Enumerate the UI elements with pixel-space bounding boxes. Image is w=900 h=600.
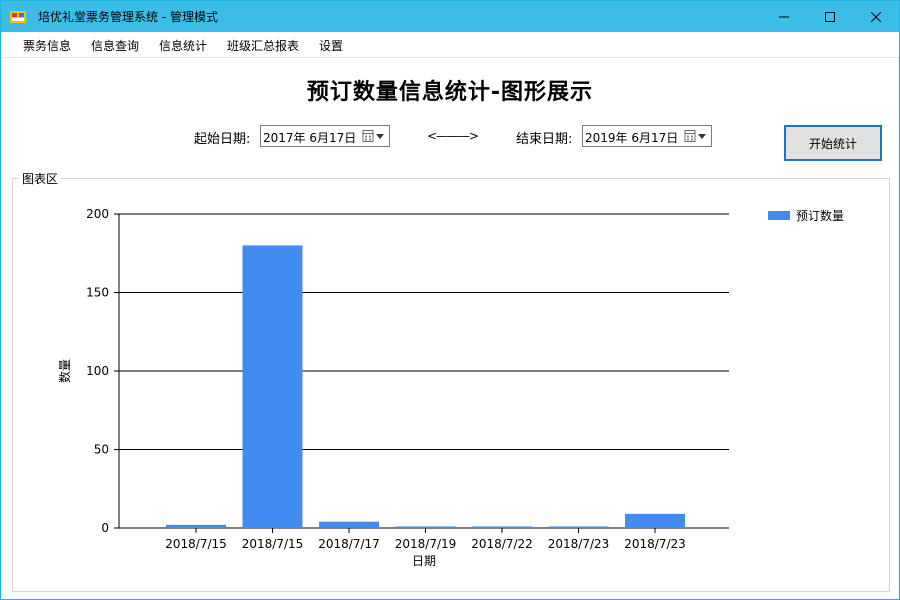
calendar-dropdown-icon[interactable]: [362, 129, 386, 144]
bar-5: [548, 526, 609, 528]
close-button[interactable]: [853, 1, 899, 32]
x-tick-label-5: 2018/7/23: [548, 537, 610, 551]
y-tick-label-0: 0: [101, 521, 109, 535]
app-icon: [10, 11, 26, 23]
menu-bar: 票务信息 信息查询 信息统计 班级汇总报表 设置: [1, 32, 899, 58]
start-date-label: 起始日期:: [194, 132, 251, 147]
bar-1: [242, 245, 303, 528]
maximize-button[interactable]: [807, 1, 853, 32]
x-tick-label-6: 2018/7/23: [624, 537, 686, 551]
maximize-icon: [825, 11, 835, 22]
page-title: 预订数量信息统计-图形展示: [306, 80, 594, 105]
legend-label: 预订数量: [796, 208, 844, 223]
x-tick-label-4: 2018/7/22: [471, 537, 533, 551]
y-axis-title: 数量: [57, 359, 72, 383]
x-tick-label-2: 2018/7/17: [318, 537, 380, 551]
main-content: 预订数量信息统计-图形展示 起始日期: 2017年 6月17日 <———> 结束…: [2, 58, 898, 599]
minimize-icon: [779, 16, 789, 17]
window-title: 培优礼堂票务管理系统 - 管理模式: [38, 10, 218, 24]
y-tick-label-200: 200: [86, 207, 109, 221]
menu-info-statistics[interactable]: 信息统计: [159, 39, 208, 53]
y-tick-label-150: 150: [86, 286, 109, 300]
bar-2: [319, 521, 379, 528]
minimize-button[interactable]: [761, 1, 807, 32]
end-date-value: 2019年 6月17日: [585, 131, 679, 145]
chart-group-label: 图表区: [19, 170, 62, 187]
bar-4: [472, 526, 532, 528]
y-tick-label-100: 100: [86, 364, 109, 378]
close-icon: [871, 11, 881, 22]
x-tick-label-3: 2018/7/19: [395, 537, 457, 551]
menu-settings[interactable]: 设置: [319, 39, 344, 53]
bar-chart: 0 50 100 150 200 2018/7/15 2018/7/15 2018/7/17 2…: [57, 207, 844, 568]
end-date-picker[interactable]: 2019年 6月17日: [582, 125, 712, 147]
start-statistics-button[interactable]: 开始统计: [784, 125, 882, 161]
x-axis-title: 日期: [412, 554, 436, 568]
legend-swatch: [768, 211, 790, 220]
bar-0: [166, 524, 226, 528]
title-bar: 培优礼堂票务管理系统 - 管理模式: [1, 1, 899, 32]
bar-3: [395, 526, 456, 528]
menu-ticket-info[interactable]: 票务信息: [23, 39, 72, 53]
x-tick-label-0: 2018/7/15: [165, 537, 227, 551]
start-date-value: 2017年 6月17日: [263, 131, 357, 145]
date-range-separator: <———>: [427, 129, 479, 143]
menu-class-report[interactable]: 班级汇总报表: [227, 39, 300, 53]
start-date-picker[interactable]: 2017年 6月17日: [260, 125, 390, 147]
end-date-label: 结束日期:: [516, 132, 573, 147]
bar-6: [625, 513, 685, 528]
calendar-dropdown-icon[interactable]: [684, 129, 708, 144]
menu-info-query[interactable]: 信息查询: [91, 39, 140, 53]
x-tick-label-1: 2018/7/15: [242, 537, 304, 551]
chart-group: 图表区 0 50 100 150 200 2018/7/15 2018/7/15 2018/7…: [12, 170, 890, 592]
y-tick-label-50: 50: [94, 443, 109, 457]
